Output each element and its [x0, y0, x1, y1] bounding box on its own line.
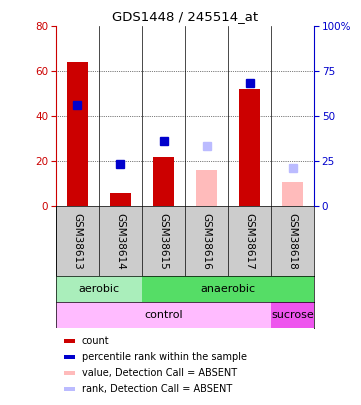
Text: aerobic: aerobic [78, 284, 119, 294]
Text: GSM38615: GSM38615 [158, 213, 169, 269]
Text: control: control [144, 310, 183, 320]
Bar [56, 276, 142, 302]
Bar [282, 181, 303, 207]
Bar [110, 193, 131, 207]
Bar [64, 355, 75, 359]
Bar [67, 62, 88, 207]
Bar [64, 339, 75, 343]
Text: GSM38617: GSM38617 [244, 213, 255, 269]
Bar [56, 302, 271, 328]
Text: GSM38613: GSM38613 [73, 213, 82, 269]
Text: count: count [82, 336, 109, 346]
Bar [153, 157, 174, 207]
Bar [64, 371, 75, 375]
Bar [271, 302, 314, 328]
Bar [196, 171, 217, 207]
Bar [239, 90, 260, 207]
Text: value, Detection Call = ABSENT: value, Detection Call = ABSENT [82, 368, 236, 378]
Text: GSM38614: GSM38614 [116, 213, 126, 269]
Bar [64, 387, 75, 391]
Text: GSM38616: GSM38616 [201, 213, 212, 269]
Text: anaerobic: anaerobic [200, 284, 256, 294]
Text: GDS1448 / 245514_at: GDS1448 / 245514_at [112, 10, 258, 23]
Text: sucrose: sucrose [271, 310, 314, 320]
Text: rank, Detection Call = ABSENT: rank, Detection Call = ABSENT [82, 384, 232, 394]
Bar [142, 276, 314, 302]
Text: GSM38618: GSM38618 [288, 213, 297, 269]
Text: percentile rank within the sample: percentile rank within the sample [82, 352, 247, 362]
